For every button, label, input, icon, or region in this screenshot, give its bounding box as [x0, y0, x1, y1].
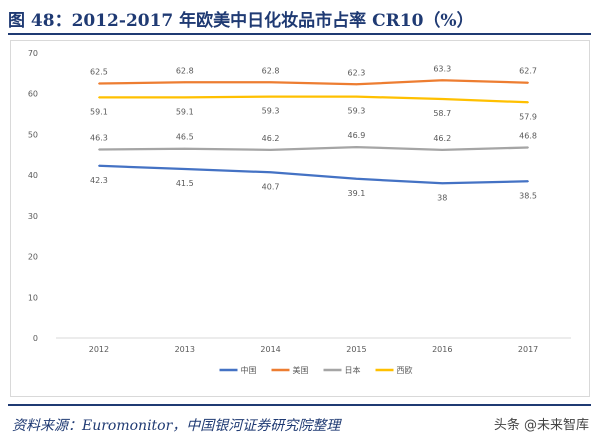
data-point	[98, 148, 100, 151]
x-tick-label: 2013	[175, 345, 195, 354]
y-tick-label: 30	[28, 212, 38, 221]
data-point	[355, 178, 358, 180]
series-line	[98, 164, 529, 185]
data-label: 46.2	[262, 134, 280, 143]
data-label: 38	[437, 193, 447, 202]
data-point	[183, 96, 186, 99]
y-tick-label: 50	[28, 130, 38, 139]
data-point	[355, 95, 358, 98]
data-label: 63.3	[433, 64, 451, 73]
data-point	[98, 82, 100, 85]
data-point	[355, 146, 358, 148]
series-line	[98, 79, 529, 86]
data-point	[98, 164, 100, 167]
x-tick-label: 2014	[260, 345, 280, 354]
data-label: 62.3	[348, 68, 366, 77]
x-tick-label: 2012	[89, 345, 109, 354]
legend-label: 西欧	[397, 365, 413, 375]
data-label: 46.2	[433, 134, 451, 143]
legend-label: 中国	[241, 365, 257, 375]
data-label: 41.5	[176, 179, 194, 188]
y-tick-label: 20	[28, 253, 38, 262]
legend-label: 日本	[345, 365, 361, 375]
y-tick-label: 60	[28, 90, 38, 99]
data-label: 59.1	[176, 107, 194, 116]
data-label: 62.7	[519, 67, 537, 76]
data-point	[355, 83, 358, 86]
data-point	[441, 149, 444, 151]
data-label: 40.7	[262, 182, 280, 191]
y-tick-label: 0	[33, 334, 38, 343]
legend-label: 美国	[293, 365, 309, 375]
data-point	[441, 98, 444, 100]
x-tick-label: 2017	[518, 345, 538, 354]
line-chart: 0 10 20 30 40 50 60 70 2012 2013 2014 2015 2016 2017 4…	[28, 49, 571, 375]
data-label: 38.5	[519, 191, 537, 200]
data-label: 57.9	[519, 112, 537, 121]
chart-container: 0 10 20 30 40 50 60 70 2012 2013 2014 2015 2016 2017 4…	[10, 40, 590, 397]
data-point	[441, 79, 444, 82]
x-tick-label: 2015	[346, 345, 366, 354]
data-label: 46.3	[90, 133, 108, 142]
data-label: 62.5	[90, 68, 108, 77]
data-point	[269, 171, 272, 174]
data-label: 46.9	[348, 131, 366, 140]
data-label: 39.1	[348, 189, 366, 198]
data-point	[183, 81, 186, 84]
data-point	[527, 180, 529, 183]
data-point	[269, 149, 272, 151]
title-divider	[8, 33, 591, 35]
x-tick-label: 2016	[432, 345, 452, 354]
series-line	[98, 145, 529, 152]
data-point	[269, 81, 272, 84]
data-point	[441, 182, 444, 185]
data-point	[527, 81, 529, 84]
series-line	[98, 95, 529, 104]
data-point	[98, 96, 100, 99]
figure-title: 图 48：2012-2017 年欧美中日化妆品市占率 CR10（%）	[8, 11, 474, 31]
data-label: 46.5	[176, 133, 194, 142]
data-label: 59.3	[262, 107, 280, 116]
data-label: 58.7	[433, 109, 451, 118]
data-point	[183, 147, 186, 150]
data-point	[527, 146, 529, 149]
y-tick-label: 40	[28, 171, 38, 180]
data-label: 62.8	[262, 66, 280, 75]
data-label: 42.3	[90, 176, 108, 185]
watermark: 头条 @未来智库	[493, 418, 589, 433]
data-point	[183, 168, 186, 170]
data-label: 62.8	[176, 66, 194, 75]
data-point	[269, 95, 272, 98]
y-tick-label: 70	[28, 49, 38, 58]
source-note: 资料来源：Euromonitor，中国银河证券研究院整理	[12, 418, 341, 434]
data-label: 59.3	[348, 107, 366, 116]
y-tick-label: 10	[28, 293, 38, 302]
data-label: 59.1	[90, 107, 108, 116]
source-divider	[8, 404, 591, 406]
data-point	[527, 101, 529, 104]
data-label: 46.8	[519, 131, 537, 140]
